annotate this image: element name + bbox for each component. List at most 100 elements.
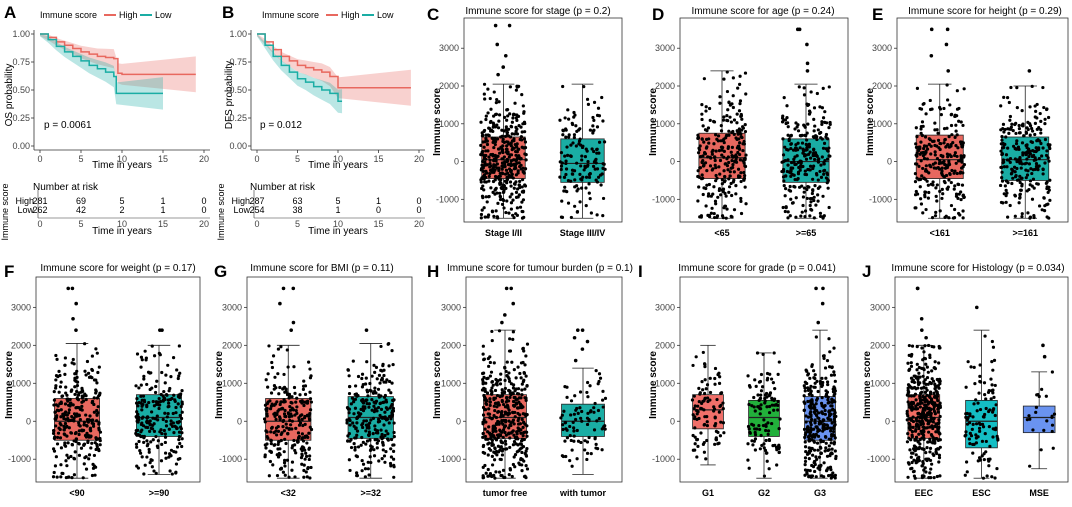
panel-title: Immune score for BMI (p = 0.11) xyxy=(250,263,393,274)
data-point xyxy=(355,421,359,425)
data-point xyxy=(392,457,396,461)
data-point xyxy=(166,398,170,402)
data-point xyxy=(266,385,270,389)
data-point xyxy=(1001,122,1006,126)
data-point xyxy=(306,414,310,418)
data-point xyxy=(1000,138,1004,142)
data-point xyxy=(583,155,588,159)
data-point xyxy=(1032,186,1036,190)
data-point xyxy=(92,410,96,414)
data-point xyxy=(937,456,942,460)
data-point xyxy=(914,453,918,457)
data-point xyxy=(957,182,961,187)
data-point xyxy=(913,162,918,166)
data-point xyxy=(1041,167,1045,171)
data-point xyxy=(595,419,599,423)
data-point xyxy=(751,443,755,447)
data-point xyxy=(567,135,571,139)
data-point xyxy=(575,129,579,133)
data-point xyxy=(512,422,516,426)
y-tick-label: 3000 xyxy=(222,302,242,312)
data-point xyxy=(346,434,350,438)
data-point xyxy=(782,179,786,183)
data-point xyxy=(512,368,516,372)
data-point xyxy=(696,199,700,203)
data-point xyxy=(523,183,527,187)
data-point xyxy=(818,467,822,472)
data-point xyxy=(827,448,831,452)
data-point xyxy=(594,369,598,373)
data-point xyxy=(505,108,509,112)
data-point xyxy=(353,397,358,401)
data-point xyxy=(493,476,497,480)
data-point xyxy=(79,446,84,450)
data-point xyxy=(138,449,142,453)
data-point xyxy=(522,431,526,435)
data-point xyxy=(1035,148,1039,153)
data-point xyxy=(765,378,769,382)
data-point xyxy=(1040,387,1044,391)
data-point xyxy=(987,425,991,429)
data-point xyxy=(98,443,102,447)
data-point xyxy=(493,408,497,413)
data-point xyxy=(914,206,918,210)
data-point xyxy=(497,420,501,424)
data-point xyxy=(387,388,391,392)
data-point xyxy=(481,431,485,436)
data-point xyxy=(62,416,66,421)
data-point xyxy=(964,433,968,437)
data-point xyxy=(174,450,178,454)
data-point xyxy=(741,148,745,153)
data-point xyxy=(814,335,818,339)
data-point xyxy=(960,166,964,170)
data-point xyxy=(716,430,720,435)
data-point xyxy=(946,142,950,147)
data-point xyxy=(1008,203,1012,208)
data-point xyxy=(928,408,933,412)
data-point xyxy=(806,429,810,434)
data-point xyxy=(937,386,941,390)
outlier-point xyxy=(1027,69,1032,73)
data-point xyxy=(815,91,819,96)
data-point xyxy=(592,149,596,154)
data-point xyxy=(1001,201,1005,205)
data-point xyxy=(726,146,730,150)
data-point xyxy=(746,424,751,429)
data-point xyxy=(368,438,372,442)
x-tick-label: 15 xyxy=(158,154,168,164)
data-point xyxy=(77,406,81,410)
data-point xyxy=(498,174,502,178)
data-point xyxy=(758,447,762,451)
risk-x-title: Time in years xyxy=(92,226,152,237)
data-point xyxy=(135,464,139,468)
data-point xyxy=(490,416,494,421)
data-point xyxy=(940,196,944,201)
data-point xyxy=(829,373,834,377)
data-point xyxy=(520,200,524,204)
data-point xyxy=(52,449,57,453)
data-point xyxy=(169,375,173,379)
data-point xyxy=(134,431,138,436)
data-point xyxy=(517,183,521,187)
data-point xyxy=(917,164,921,169)
data-point xyxy=(352,400,356,404)
data-point xyxy=(507,388,511,393)
outlier-point xyxy=(919,316,924,321)
data-point xyxy=(376,405,381,410)
data-point xyxy=(1002,130,1006,134)
x-tick-label: 0 xyxy=(37,154,42,164)
data-point xyxy=(827,126,831,130)
data-point xyxy=(145,439,149,443)
y-tick-label: 0.25 xyxy=(12,113,30,123)
data-point xyxy=(942,106,946,111)
data-point xyxy=(482,92,486,96)
data-point xyxy=(367,473,371,477)
y-tick-label: 1000 xyxy=(872,119,892,129)
boxplot-panel-j: J Immune score for Histology (p = 0.034)… xyxy=(862,262,1069,498)
data-point xyxy=(264,429,268,433)
data-point xyxy=(777,427,781,431)
data-point xyxy=(1045,185,1049,189)
data-point xyxy=(488,403,492,408)
data-point xyxy=(722,115,726,119)
data-point xyxy=(708,390,713,395)
